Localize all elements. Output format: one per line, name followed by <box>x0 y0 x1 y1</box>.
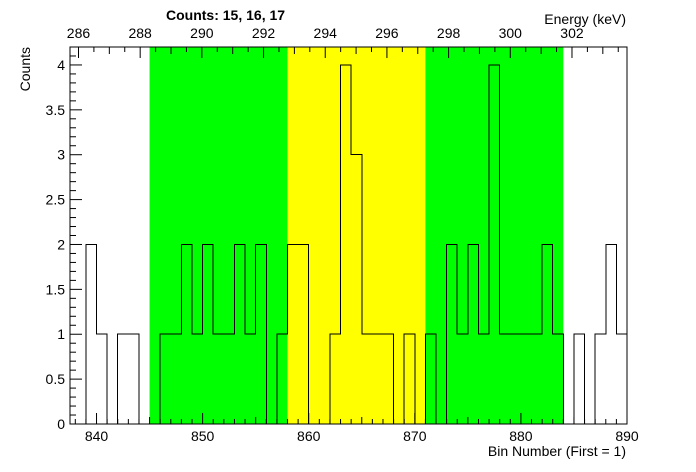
y-tick-label: 3 <box>57 147 65 163</box>
x2-tick-label: 294 <box>314 25 338 41</box>
x2-tick-label: 298 <box>437 25 461 41</box>
y-tick-label: 2 <box>57 236 65 252</box>
y-tick-label: 0 <box>57 416 65 432</box>
region-bands <box>149 47 564 424</box>
y-tick-label: 1.5 <box>46 281 66 297</box>
y-axis: 0 0.5 1 1.5 2 2.5 3 3.5 4 <box>46 46 82 432</box>
y-tick-label: 4 <box>57 57 65 73</box>
x-axis: 840 850 860 870 880 890 <box>74 413 639 444</box>
histogram-line <box>75 64 627 425</box>
x2-tick-label: 302 <box>560 25 584 41</box>
y-tick-label: 3.5 <box>46 102 66 118</box>
y-tick-label: 2.5 <box>46 192 66 208</box>
x2-tick-label: 288 <box>128 25 152 41</box>
y-tick-label: 0.5 <box>46 371 66 387</box>
x2-tick-label: 296 <box>375 25 399 41</box>
chart-title: Counts: 15, 16, 17 <box>166 7 285 23</box>
region-band-3 <box>425 47 564 424</box>
x-axis-title: Bin Number (First = 1) <box>488 443 626 459</box>
top-axis-title: Energy (keV) <box>544 11 626 27</box>
x2-tick-label: 300 <box>499 25 523 41</box>
x-tick-label: 860 <box>297 428 321 444</box>
x2-tick-label: 292 <box>252 25 276 41</box>
x2-tick-label: 290 <box>190 25 214 41</box>
x-tick-label: 850 <box>191 428 215 444</box>
histogram-series <box>75 64 627 425</box>
y-tick-label: 1 <box>57 326 65 342</box>
region-band-2 <box>287 47 426 424</box>
x-tick-label: 890 <box>615 428 639 444</box>
x-tick-label: 870 <box>403 428 427 444</box>
region-band-1 <box>149 47 288 424</box>
x-tick-label: 840 <box>85 428 109 444</box>
x-tick-label: 880 <box>509 428 533 444</box>
y-axis-title: Counts <box>17 47 33 91</box>
top-energy-axis: 286 288 290 292 294 296 298 300 302 <box>67 25 619 58</box>
x2-tick-label: 286 <box>67 25 91 41</box>
